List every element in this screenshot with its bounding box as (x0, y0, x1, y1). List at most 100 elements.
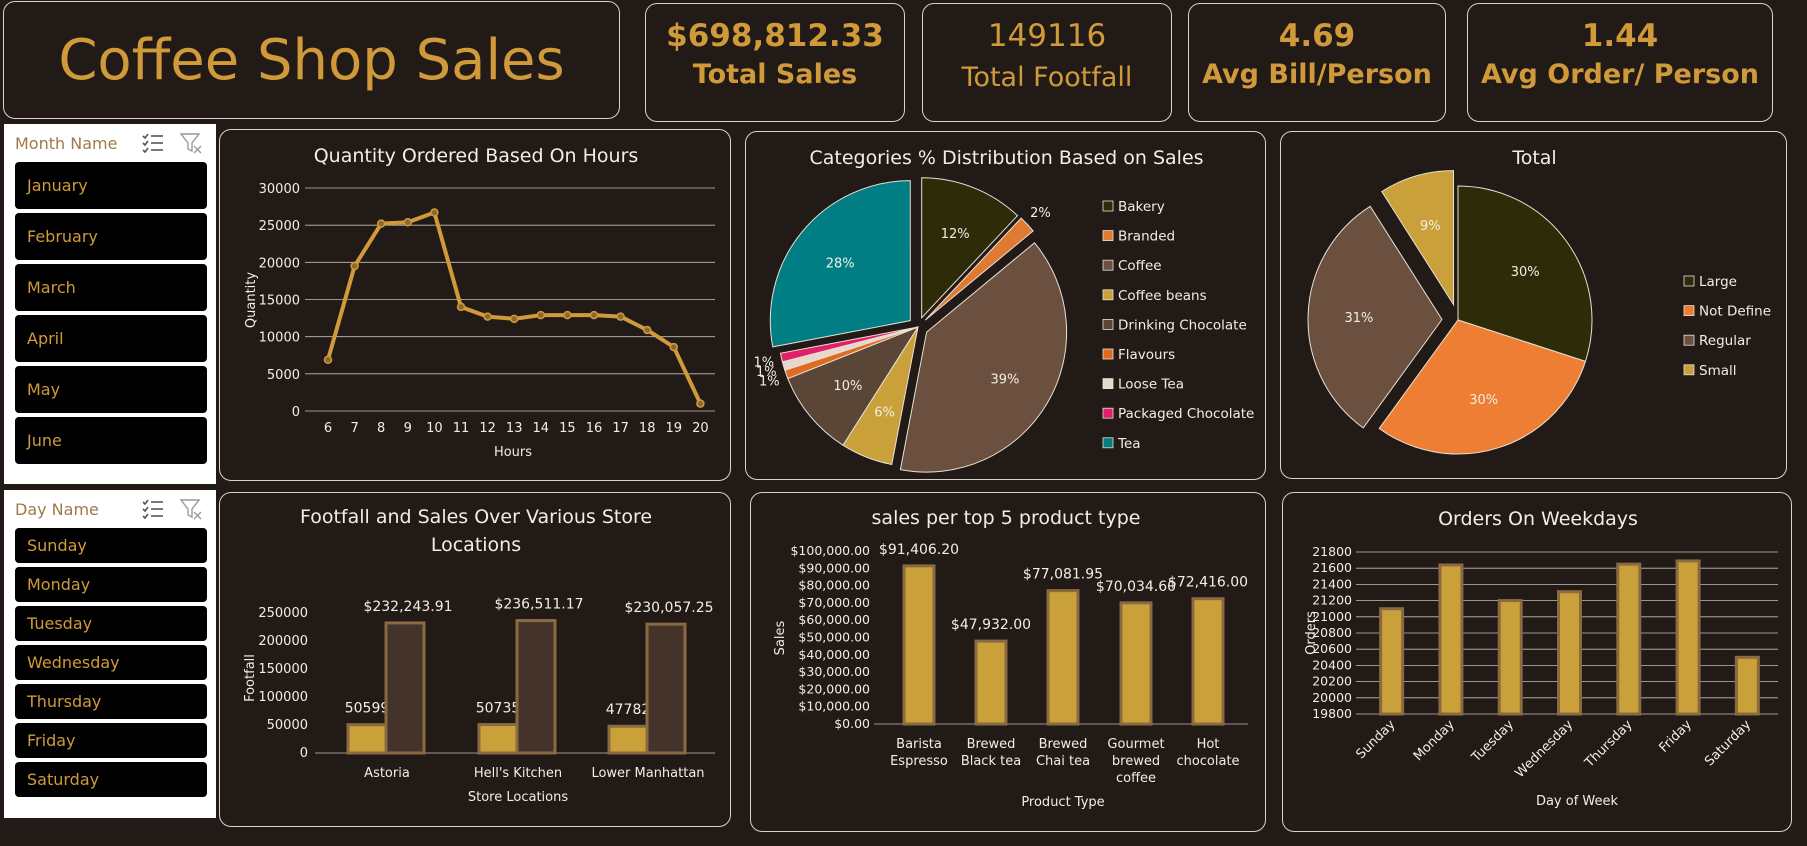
chart-title: sales per top 5 product type (872, 507, 1141, 529)
slice-label: 6% (874, 406, 895, 421)
y-tick-label: $20,000.00 (798, 681, 870, 696)
data-point (536, 310, 546, 320)
x-tick-label: Barista (896, 737, 942, 752)
x-tick-label: 19 (666, 421, 683, 436)
slicer-item-thursday[interactable]: Thursday (15, 684, 207, 719)
y-axis-label: Sales (773, 620, 788, 655)
x-tick-label: 11 (453, 421, 470, 436)
legend-swatch (1102, 407, 1114, 419)
legend-label: Coffee (1118, 258, 1162, 274)
x-tick-label: Gourmet (1107, 737, 1164, 752)
chart-title: Quantity Ordered Based On Hours (314, 145, 639, 167)
x-tick-label: brewed (1112, 754, 1160, 769)
y-tick-label: 20000 (1312, 690, 1352, 705)
month-slicer: Month Name January February March April … (4, 124, 216, 484)
data-point (616, 312, 625, 321)
slice-label: 30% (1469, 393, 1498, 408)
x-axis-label: Day of Week (1536, 794, 1619, 809)
bar (515, 619, 557, 755)
x-tick-label: Friday (1656, 717, 1695, 756)
legend-label: Tea (1117, 436, 1141, 452)
kpi-value: 1.44 (1581, 18, 1659, 54)
x-axis-label: Product Type (1021, 795, 1104, 810)
data-point (430, 208, 439, 217)
data-point (456, 302, 466, 312)
slicer-item-wednesday[interactable]: Wednesday (15, 645, 207, 680)
slicer-item-sunday[interactable]: Sunday (15, 528, 207, 563)
y-tick-label: 20400 (1312, 657, 1352, 672)
data-label: 47782 (606, 702, 651, 718)
dashboard-title-panel: Coffee Shop Sales (3, 1, 620, 119)
slicer-item-april[interactable]: April (15, 315, 207, 362)
slicer-item-tuesday[interactable]: Tuesday (15, 606, 207, 641)
chart-title: Footfall and Sales Over Various Store (300, 506, 652, 528)
chart-title: Orders On Weekdays (1438, 508, 1638, 530)
kpi-avg-order: 1.44 Avg Order/ Person (1467, 3, 1773, 122)
y-tick-label: 0 (300, 746, 308, 761)
kpi-label: Total Footfall (961, 62, 1133, 93)
data-label: $47,932.00 (951, 617, 1031, 633)
bar (1119, 601, 1153, 726)
pie-slice (1457, 185, 1593, 363)
x-tick-label: 15 (559, 421, 576, 436)
clear-filter-icon[interactable] (179, 132, 203, 154)
legend-swatch (1102, 378, 1114, 390)
data-label: 50599 (345, 701, 390, 717)
y-tick-label: 20200 (1312, 674, 1352, 689)
multi-select-icon[interactable] (141, 498, 165, 520)
x-tick-label: Monday (1411, 717, 1458, 764)
slice-label: 31% (1345, 311, 1374, 326)
x-tick-label: Brewed (1039, 737, 1088, 752)
legend-label: Drinking Chocolate (1118, 317, 1247, 333)
kpi-value: 4.69 (1278, 18, 1356, 54)
multi-select-icon[interactable] (141, 132, 165, 154)
data-label: $72,416.00 (1168, 575, 1248, 591)
x-tick-label: Espresso (890, 754, 948, 769)
y-tick-label: 19800 (1312, 706, 1352, 721)
top-products-chart: sales per top 5 product type$100,000.00 $… (773, 507, 1248, 810)
legend-label: Packaged Chocolate (1118, 406, 1254, 422)
bar (1438, 563, 1464, 716)
kpi-value: 149116 (987, 18, 1107, 54)
y-tick-label: $90,000.00 (798, 560, 870, 575)
bar (477, 723, 519, 755)
pie-slice (921, 177, 1019, 319)
y-tick-label: 250000 (258, 606, 308, 621)
chart-title: Locations (431, 534, 521, 556)
slice-label: 39% (990, 372, 1019, 387)
y-tick-label: 50000 (267, 718, 308, 733)
data-label: $230,057.25 (624, 600, 713, 616)
series-line (326, 210, 703, 405)
x-tick-label: 12 (479, 421, 496, 436)
slicer-item-friday[interactable]: Friday (15, 723, 207, 758)
bar (1191, 597, 1225, 726)
clear-filter-icon[interactable] (179, 498, 203, 520)
pie-slice (899, 242, 1068, 473)
pie-slice (779, 326, 919, 363)
x-tick-label: Chai tea (1036, 754, 1090, 769)
slicer-item-february[interactable]: February (15, 213, 207, 260)
data-point (350, 261, 359, 271)
data-point (669, 342, 679, 352)
slicer-item-june[interactable]: June (15, 417, 207, 464)
slicer-item-january[interactable]: January (15, 162, 207, 209)
y-tick-label: 5000 (267, 368, 300, 383)
slicer-item-march[interactable]: March (15, 264, 207, 311)
data-label: $91,406.20 (879, 542, 959, 558)
bar (1675, 559, 1701, 716)
slicer-item-saturday[interactable]: Saturday (15, 762, 207, 797)
top-products-chart-panel: sales per top 5 product type $100,000.00 $… (750, 492, 1266, 832)
slice-label: 28% (826, 257, 855, 272)
y-axis-label: Orders (1304, 611, 1319, 655)
kpi-total-footfall: 149116 Total Footfall (922, 3, 1172, 122)
y-tick-label: 30000 (259, 182, 300, 197)
x-tick-label: Saturday (1702, 717, 1754, 769)
slicer-header: Day Name (15, 500, 99, 519)
hourly-quantity-chart: Quantity Ordered Based On Hours 30000 2500… (244, 145, 715, 460)
slice-label: 1% (753, 355, 774, 370)
y-tick-label: 21600 (1312, 560, 1352, 575)
legend-swatch (1102, 200, 1114, 212)
slice-label: 9% (1420, 219, 1441, 234)
slicer-item-may[interactable]: May (15, 366, 207, 413)
slicer-item-monday[interactable]: Monday (15, 567, 207, 602)
